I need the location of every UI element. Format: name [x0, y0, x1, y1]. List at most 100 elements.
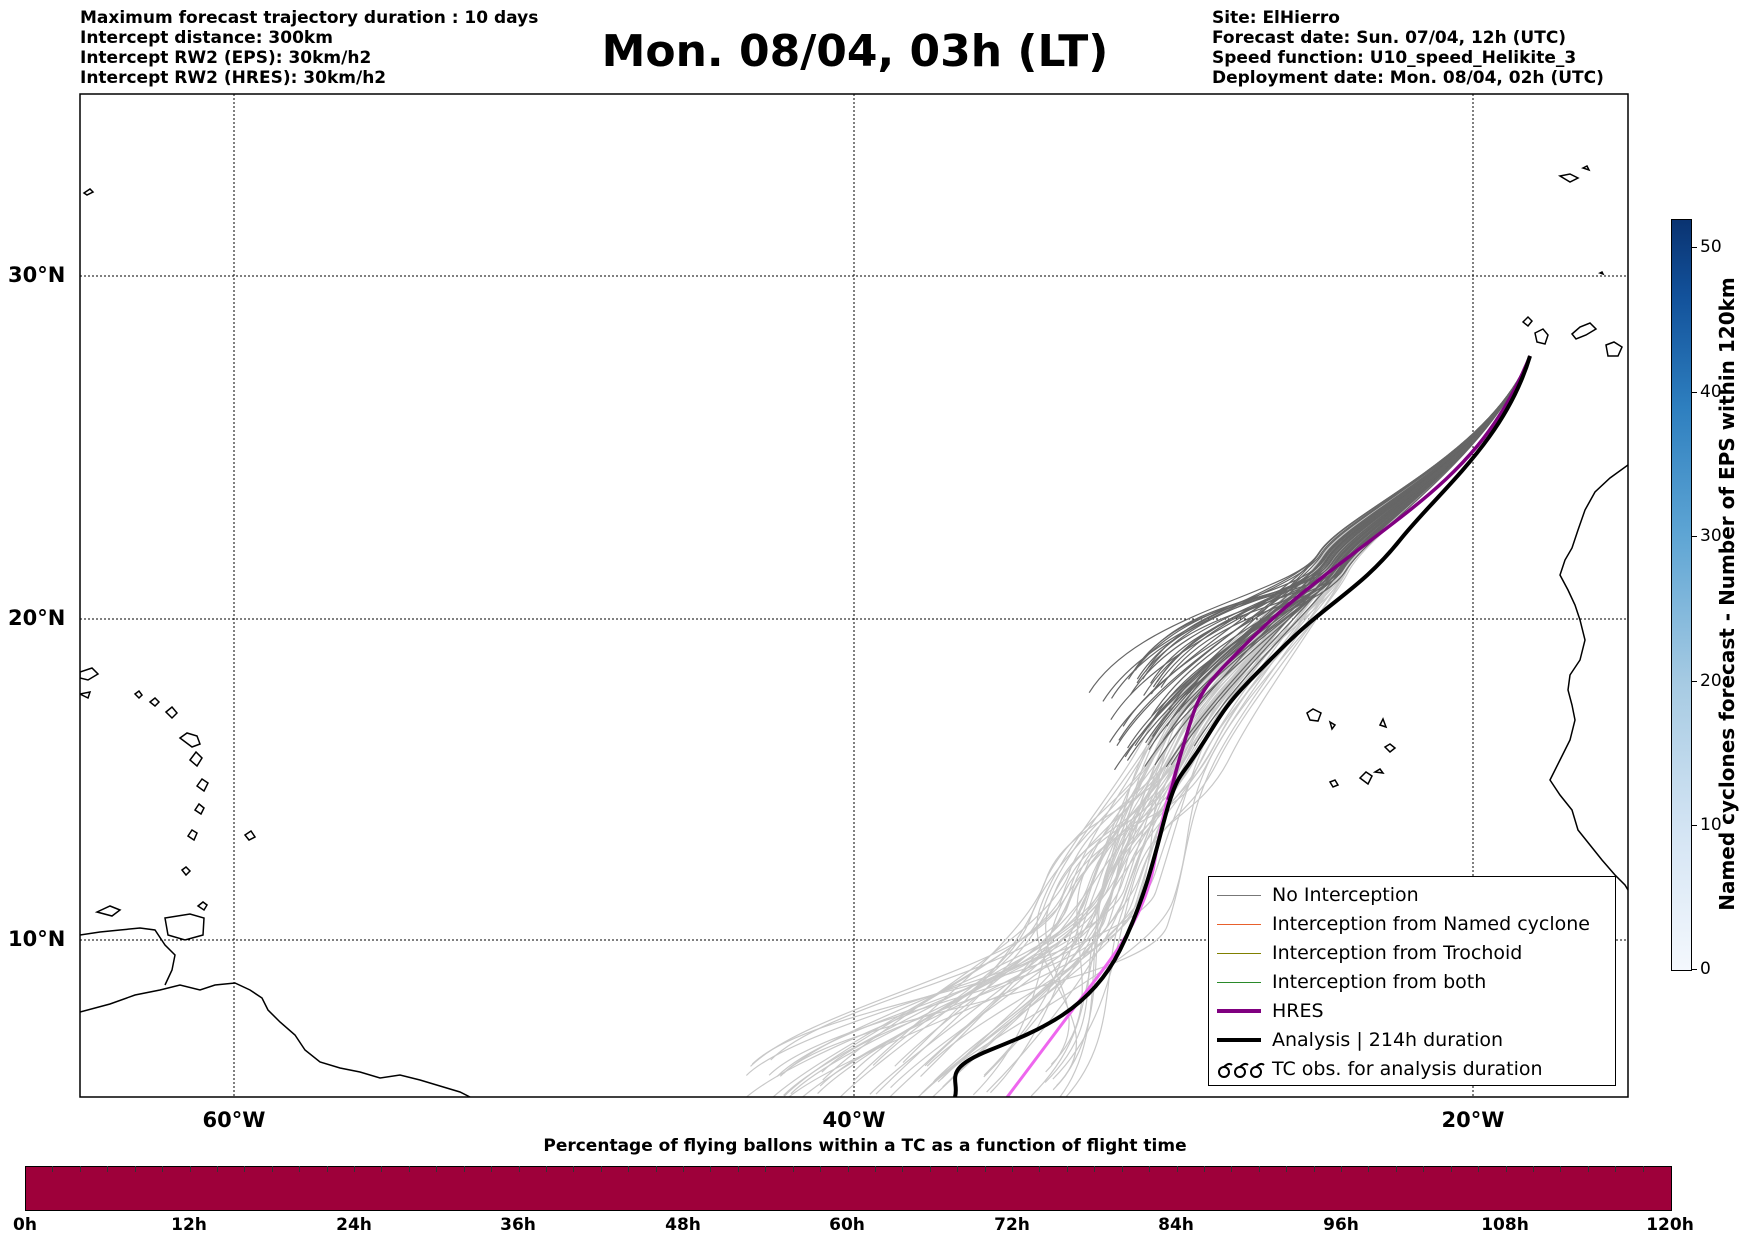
legend-label: Interception from Named cyclone [1272, 913, 1590, 935]
legend-label: No Interception [1272, 884, 1419, 906]
no-interception-trajectory [1132, 355, 1531, 673]
colorbar-minor-tick [1258, 1166, 1260, 1172]
legend-swatch [1217, 1009, 1261, 1013]
no-interception-trajectory [1147, 355, 1531, 746]
colorbar-minor-tick [408, 1166, 410, 1172]
colorbar-minor-tick [162, 1166, 164, 1172]
no-interception-trajectory [1088, 355, 1531, 693]
colorbar-minor-tick [628, 1166, 630, 1172]
no-interception-trajectory [1109, 355, 1531, 743]
no-interception-trajectory [1152, 355, 1531, 688]
lat-label: 20°N [8, 606, 66, 630]
trajectory-lines [745, 355, 1532, 1097]
colorbar-minor-tick [710, 1166, 712, 1172]
colorbar-minor-tick [1149, 1166, 1151, 1172]
colorbar-minor-tick [299, 1166, 301, 1172]
colorbar-tick-label: 40 [1700, 382, 1722, 402]
legend-swatch [1217, 982, 1261, 983]
header-left-line: Intercept RW2 (EPS): 30km/h2 [80, 48, 372, 68]
legend-swatch [1217, 1038, 1261, 1042]
colorbar-tick-label: 0h [13, 1215, 37, 1235]
colorbar-minor-tick [1231, 1166, 1233, 1172]
colorbar-minor-tick [1615, 1166, 1617, 1172]
header-right-line: Deployment date: Mon. 08/04, 02h (UTC) [1212, 68, 1604, 88]
colorbar-tick [1692, 825, 1697, 826]
colorbar-minor-tick [1423, 1166, 1425, 1172]
colorbar-minor-tick [573, 1166, 575, 1172]
colorbar-minor-tick [189, 1166, 191, 1172]
no-interception-trajectory [1118, 355, 1531, 741]
analysis-trajectory [953, 355, 1532, 1097]
legend-label: Analysis | 214h duration [1272, 1029, 1504, 1051]
lat-label: 10°N [8, 927, 66, 951]
colorbar-tick-label: 30 [1700, 526, 1722, 546]
header-right-line: Site: ElHierro [1212, 8, 1340, 28]
colorbar-minor-tick [1039, 1166, 1041, 1172]
coastlines [80, 164, 1628, 1097]
header-right-line: Forecast date: Sun. 07/04, 12h (UTC) [1212, 28, 1567, 48]
eps-trajectory [745, 355, 1531, 1076]
colorbar-minor-tick [929, 1166, 931, 1172]
header-right-line: Speed function: U10_speed_Helikite_3 [1212, 48, 1577, 68]
colorbar-minor-tick [1532, 1166, 1534, 1172]
colorbar-minor-tick [381, 1166, 383, 1172]
legend-swatch [1217, 895, 1261, 896]
colorbar-tick-label: 48h [665, 1215, 701, 1235]
colorbar-minor-tick [792, 1166, 794, 1172]
no-interception-trajectory [1111, 355, 1531, 699]
hres-trajectory [1166, 355, 1532, 801]
colorbar-minor-tick [216, 1166, 218, 1172]
colorbar-minor-tick [984, 1166, 986, 1172]
colorbar-minor-tick [1642, 1166, 1644, 1172]
colorbar-minor-tick [1094, 1166, 1096, 1172]
map-gridlines [80, 94, 1628, 1097]
horizontal-colorbar [25, 1166, 1672, 1211]
lat-label: 30°N [8, 263, 66, 287]
legend-item-both: Interception from both [1209, 969, 1615, 997]
legend-swatch [1217, 953, 1261, 954]
map-legend: No Interception Interception from Named … [1208, 876, 1616, 1086]
legend-label: TC obs. for analysis duration [1272, 1058, 1543, 1080]
legend-label: Interception from Trochoid [1272, 942, 1523, 964]
colorbar-minor-tick [134, 1166, 136, 1172]
colorbar-minor-tick [1341, 1166, 1342, 1172]
colorbar-minor-tick [1587, 1166, 1589, 1172]
vertical-colorbar [1671, 219, 1692, 971]
legend-item-no-interception: No Interception [1209, 882, 1615, 910]
no-interception-trajectory [1193, 355, 1531, 747]
no-interception-trajectory [1102, 355, 1531, 702]
colorbar-minor-tick [545, 1166, 547, 1172]
cyclone-symbols-icon [1218, 1062, 1265, 1078]
colorbar-minor-tick [1450, 1166, 1452, 1172]
colorbar-tick-label: 72h [994, 1215, 1030, 1235]
legend-item-analysis: Analysis | 214h duration [1209, 1027, 1615, 1055]
legend-label: Interception from both [1272, 971, 1487, 993]
colorbar-vertical-label: Named cyclones forecast - Number of EPS … [1715, 277, 1739, 911]
colorbar-horizontal-title: Percentage of flying ballons within a TC… [543, 1136, 1187, 1156]
colorbar-tick [1692, 247, 1697, 248]
colorbar-minor-tick [107, 1166, 109, 1172]
header-left-info: Maximum forecast trajectory duration : 1… [80, 8, 538, 88]
lon-label: 20°W [1441, 1108, 1505, 1132]
lon-label: 60°W [202, 1108, 266, 1132]
no-interception-trajectory [1142, 355, 1531, 680]
colorbar-minor-tick [1286, 1166, 1288, 1172]
colorbar-minor-tick [1203, 1166, 1205, 1172]
colorbar-tick-label: 120h [1646, 1215, 1694, 1235]
colorbar-tick-label: 10 [1700, 815, 1722, 835]
colorbar-minor-tick [1505, 1166, 1507, 1172]
colorbar-minor-tick [1121, 1166, 1123, 1172]
colorbar-minor-tick [354, 1166, 355, 1172]
colorbar-tick-label: 84h [1158, 1215, 1194, 1235]
header-left-line: Maximum forecast trajectory duration : 1… [80, 8, 539, 28]
page-title: Mon. 08/04, 03h (LT) [601, 26, 1109, 77]
legend-item-tc-obs: TC obs. for analysis duration [1209, 1056, 1615, 1084]
colorbar-minor-tick [1395, 1166, 1397, 1172]
legend-item-named-cyclone: Interception from Named cyclone [1209, 911, 1615, 939]
colorbar-minor-tick [1368, 1166, 1370, 1172]
colorbar-minor-tick [820, 1166, 822, 1172]
legend-item-trochoid: Interception from Trochoid [1209, 940, 1615, 968]
header-right-info: Site: ElHierro Forecast date: Sun. 07/04… [1212, 8, 1604, 88]
colorbar-tick-label: 108h [1481, 1215, 1529, 1235]
